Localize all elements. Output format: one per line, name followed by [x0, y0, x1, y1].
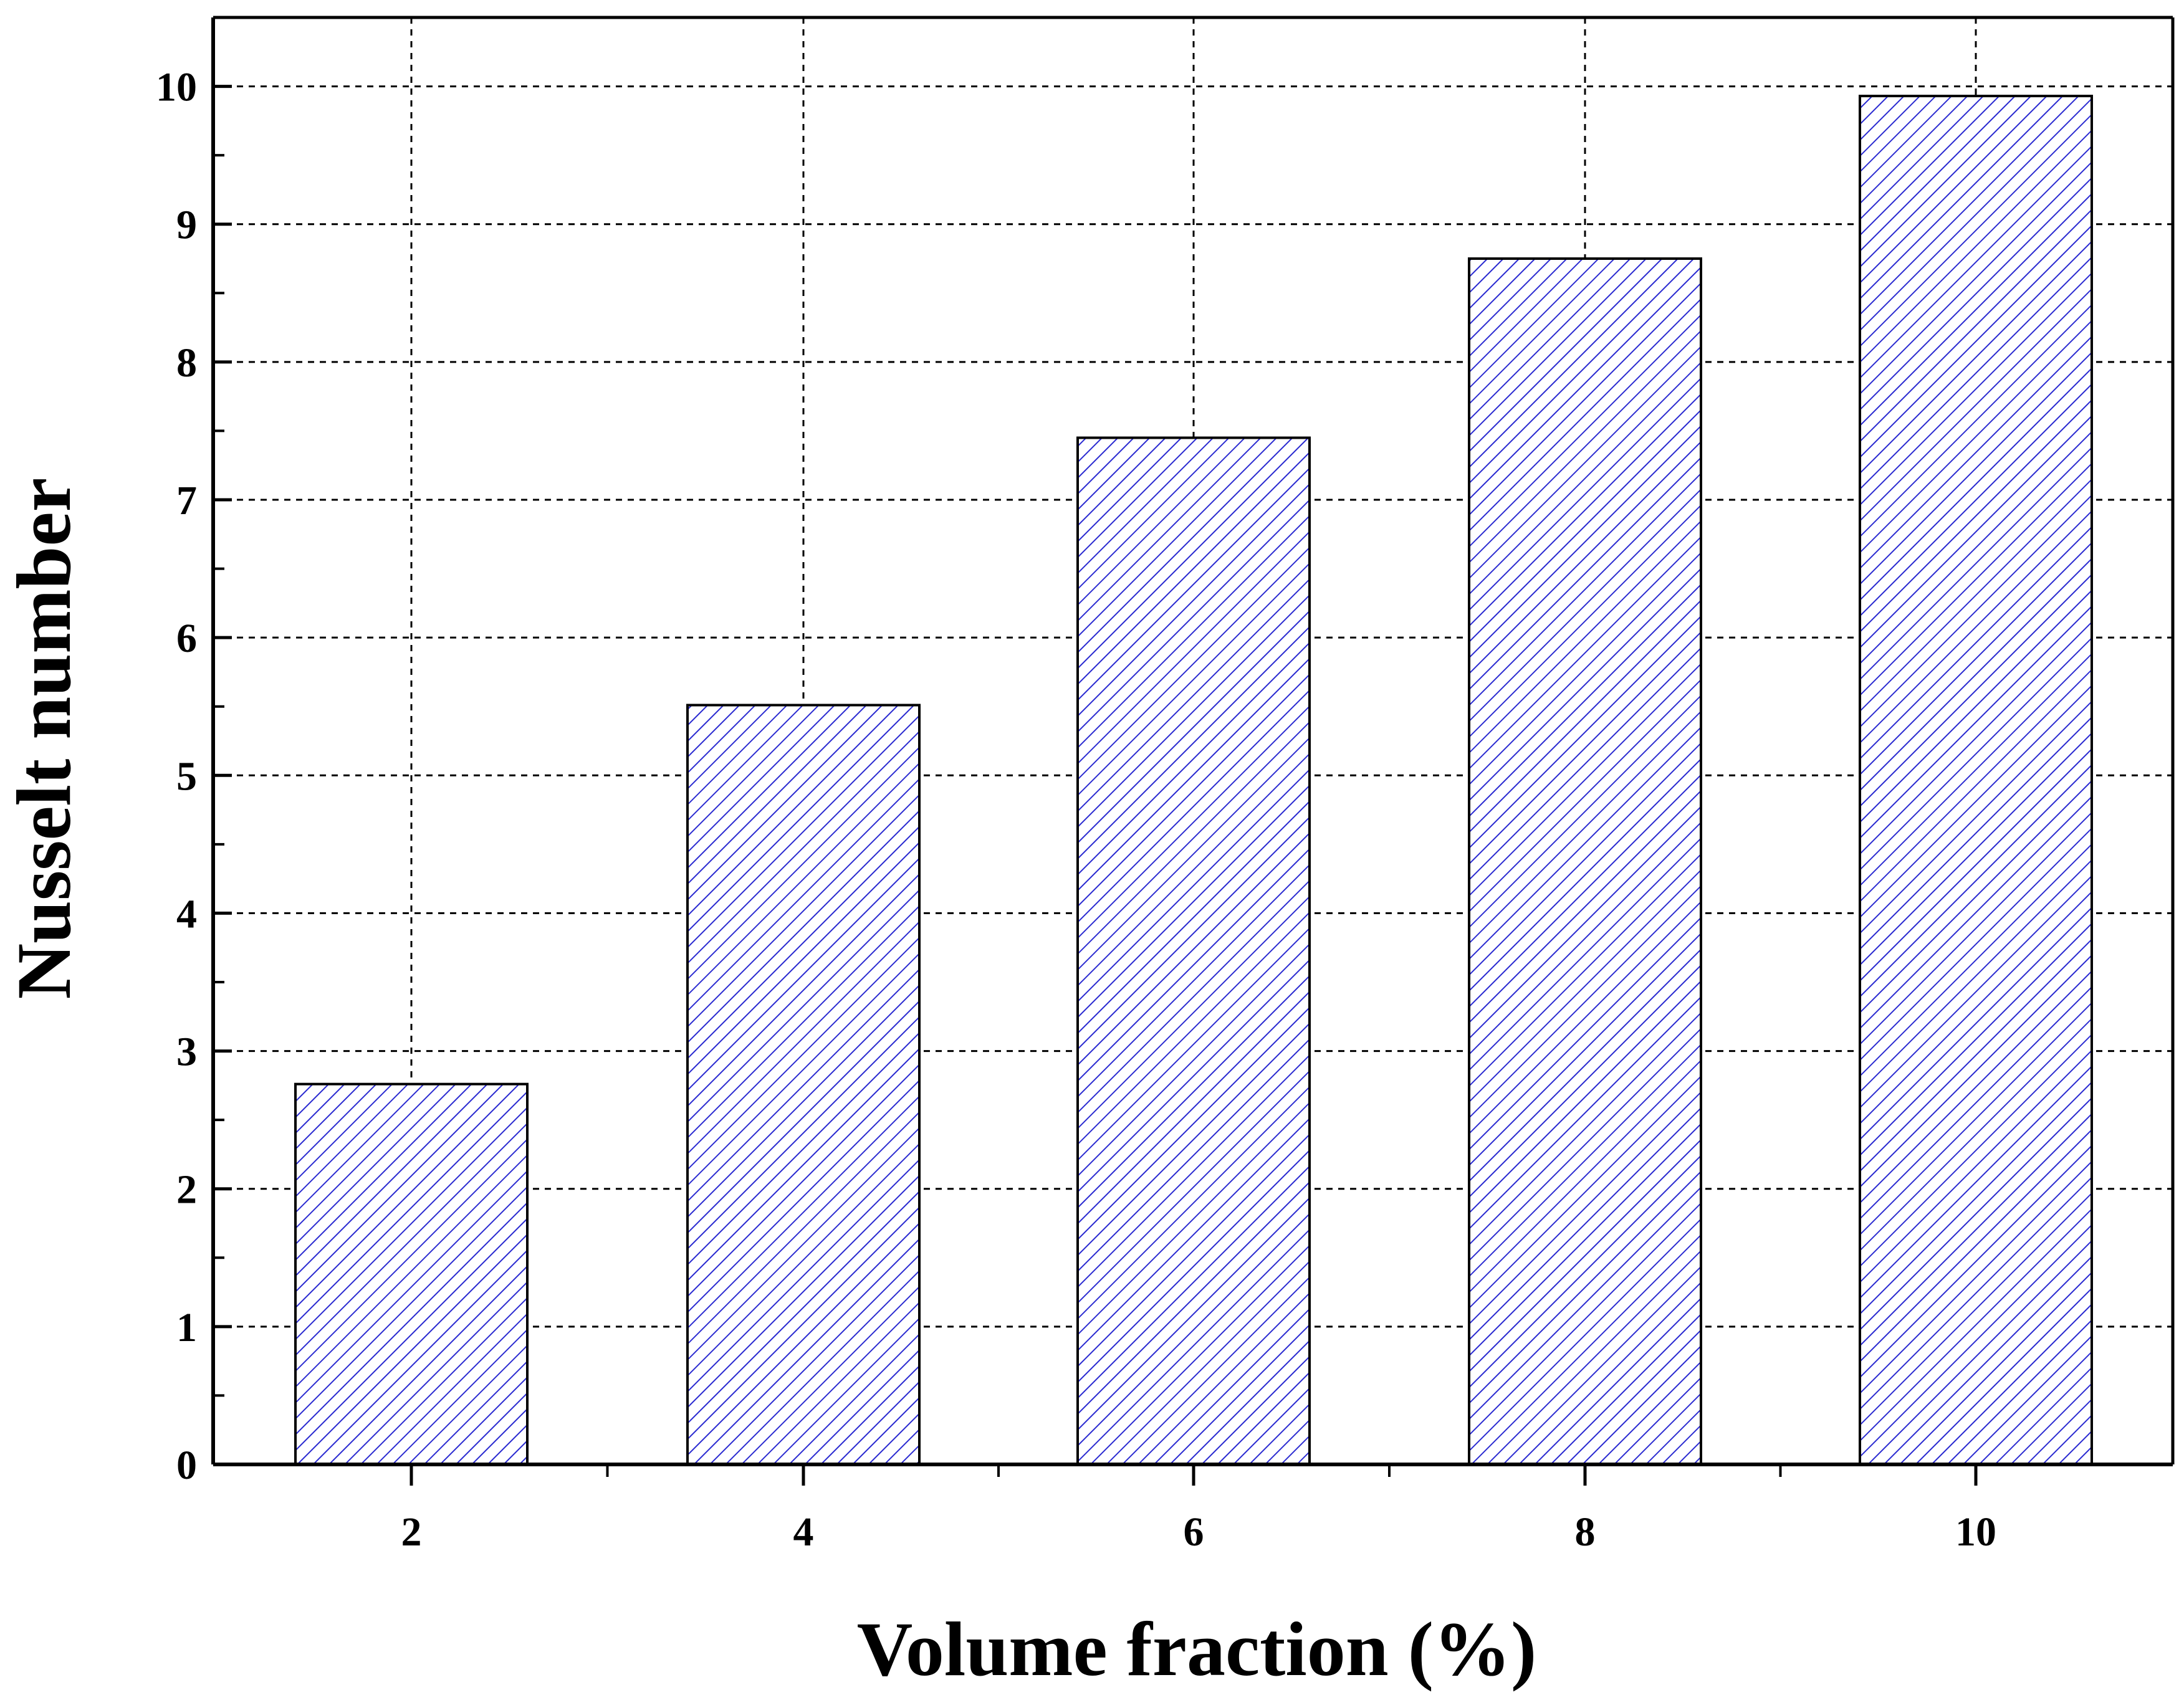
x-tick-label-6: 6 [1184, 1509, 1204, 1555]
x-tick-label-4: 4 [793, 1509, 814, 1555]
y-tick-label-9: 9 [176, 203, 197, 248]
x-tick-label-8: 8 [1575, 1509, 1596, 1555]
bars [294, 95, 2093, 1466]
bar-10 [1859, 95, 2093, 1466]
y-tick-label-5: 5 [176, 753, 197, 799]
bar-2 [294, 1082, 529, 1466]
x-tick-labels: 2 4 6 8 10 [401, 1509, 1997, 1555]
bar-4 [686, 704, 921, 1466]
y-tick-label-6: 6 [176, 616, 197, 661]
y-tick-labels: 0 1 2 3 4 5 6 7 8 9 10 [156, 65, 197, 1488]
y-tick-label-7: 7 [176, 478, 197, 523]
x-axis-title: Volume fraction (%) [857, 1607, 1537, 1692]
y-tick-label-1: 1 [176, 1305, 197, 1350]
bar-8 [1468, 257, 1702, 1466]
tick-marks [213, 85, 1978, 1486]
y-tick-label-3: 3 [176, 1029, 197, 1075]
y-tick-label-0: 0 [176, 1443, 197, 1488]
y-tick-label-2: 2 [176, 1167, 197, 1213]
y-axis-title: Nusselt number [1, 477, 87, 999]
bar-6 [1076, 436, 1311, 1466]
y-tick-label-8: 8 [176, 340, 197, 386]
y-tick-label-4: 4 [176, 891, 197, 937]
x-tick-label-2: 2 [401, 1509, 422, 1555]
x-tick-label-10: 10 [1955, 1509, 1996, 1555]
y-tick-label-10: 10 [156, 65, 197, 110]
